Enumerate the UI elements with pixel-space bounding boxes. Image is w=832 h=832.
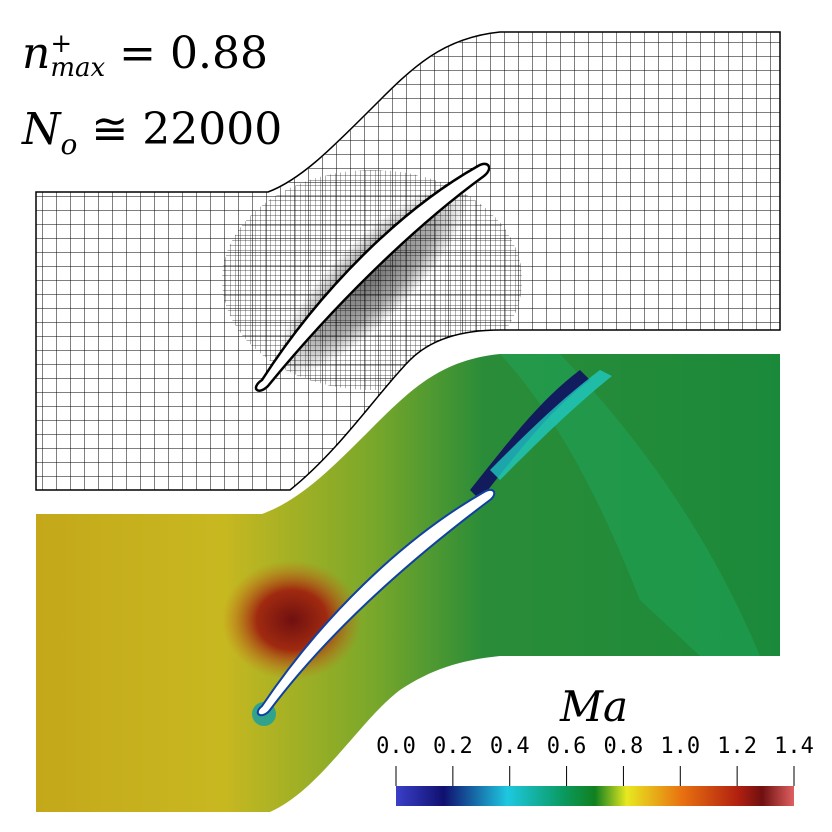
no-value: 22000 — [142, 104, 283, 155]
colorbar-tick-label: 0.0 — [376, 734, 416, 759]
colorbar-gradient — [396, 786, 794, 806]
nmax-var: n — [22, 28, 51, 79]
nmax-sup: + — [50, 29, 73, 60]
mesh-outline — [35, 31, 781, 491]
mesh-blade — [254, 162, 491, 392]
annotation-no: No ≅ 22000 — [22, 104, 282, 161]
colorbar-tick-label: 0.8 — [603, 734, 644, 759]
colorbar-tick-label: 1.0 — [660, 734, 701, 759]
no-sub: o — [60, 127, 78, 161]
colorbar-ticks — [395, 766, 795, 786]
no-var: N — [22, 104, 61, 155]
colorbar-tick-label: 1.2 — [717, 734, 758, 759]
colorbar-title: Ma — [560, 682, 629, 731]
nmax-value: 0.88 — [170, 28, 269, 79]
colorbar-tick-label: 1.4 — [774, 734, 814, 759]
mach-field-blade — [256, 488, 496, 717]
annotation-nmax: n + max = 0.88 — [22, 28, 269, 83]
nmax-sub: max — [50, 52, 106, 83]
no-relation: ≅ — [91, 104, 129, 155]
nmax-relation: = — [119, 28, 157, 79]
colorbar-tick-label: 0.6 — [546, 734, 587, 759]
colorbar-tick-label: 0.4 — [489, 734, 530, 759]
colorbar-tick-label: 0.2 — [432, 734, 473, 759]
